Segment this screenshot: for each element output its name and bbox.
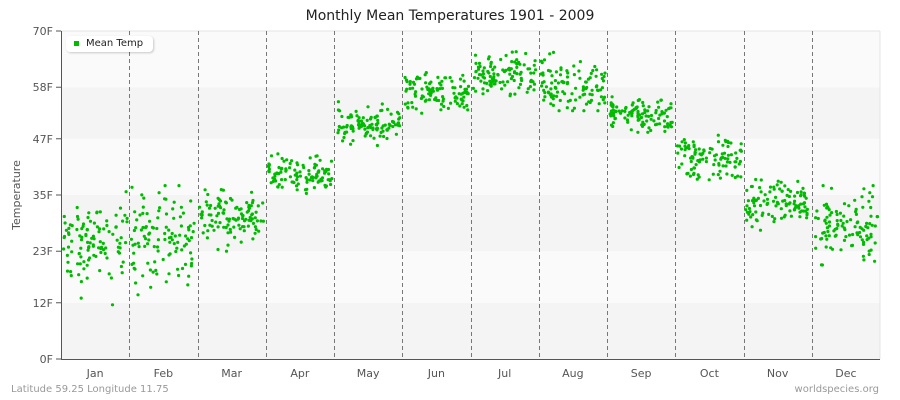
footer-coordinates: Latitude 59.25 Longitude 11.75 xyxy=(11,384,169,395)
x-tick-label: Oct xyxy=(700,367,720,380)
y-tick-label: 47F xyxy=(33,133,53,146)
x-tick-label: Sep xyxy=(631,367,652,380)
legend-swatch-icon xyxy=(74,41,79,46)
y-tick-label: 35F xyxy=(33,189,53,202)
x-tick-label: Jun xyxy=(427,367,445,380)
y-tick-label: 23F xyxy=(33,245,53,258)
x-tick-label: Jul xyxy=(497,367,511,380)
x-tick-label: Dec xyxy=(835,367,856,380)
x-tick-label: Nov xyxy=(767,367,789,380)
chart-title: Monthly Mean Temperatures 1901 - 2009 xyxy=(305,8,595,24)
x-tick-label: Mar xyxy=(221,367,242,380)
legend-label: Mean Temp xyxy=(86,38,144,49)
y-tick-label: 0F xyxy=(40,353,53,366)
y-axis-label: Temperature xyxy=(10,160,23,231)
y-tick-label: 12F xyxy=(33,297,53,310)
y-tick-label: 70F xyxy=(33,25,53,38)
x-tick-label: Feb xyxy=(154,367,173,380)
x-tick-label: Aug xyxy=(562,367,583,380)
y-tick-label: 58F xyxy=(33,81,53,94)
legend: Mean Temp xyxy=(66,36,154,52)
x-tick-label: Apr xyxy=(290,367,310,380)
x-tick-label: Jan xyxy=(86,367,104,380)
footer-source: worldspecies.org xyxy=(794,384,879,395)
x-tick-label: May xyxy=(357,367,380,380)
